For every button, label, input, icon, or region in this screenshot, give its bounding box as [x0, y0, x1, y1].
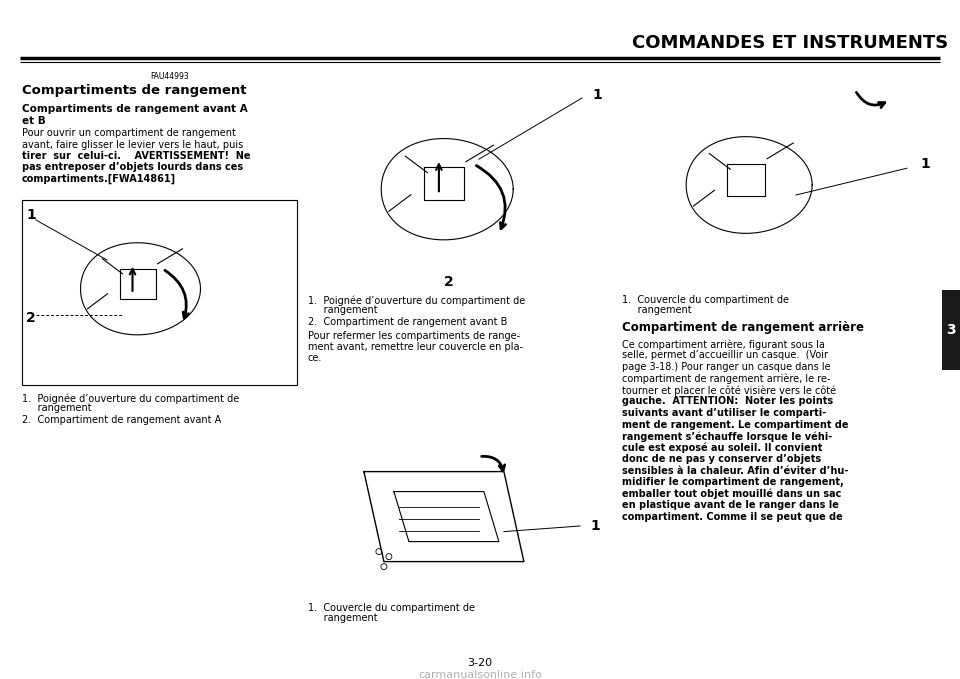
- Text: Compartiments de rangement avant A: Compartiments de rangement avant A: [22, 104, 248, 114]
- Text: 3-20: 3-20: [468, 658, 492, 668]
- Text: tirer  sur  celui-ci.    AVERTISSEMENT!  Ne: tirer sur celui-ci. AVERTISSEMENT! Ne: [22, 151, 251, 161]
- Bar: [308, 418, 610, 598]
- Bar: [22, 200, 297, 385]
- Text: rangement s’échauffe lorsque le véhi-: rangement s’échauffe lorsque le véhi-: [622, 431, 832, 441]
- Text: suivants avant d’utiliser le comparti-: suivants avant d’utiliser le comparti-: [622, 408, 827, 418]
- Text: rangement: rangement: [308, 613, 377, 623]
- Text: compartiments.[FWA14861]: compartiments.[FWA14861]: [22, 174, 176, 184]
- Text: rangement: rangement: [22, 403, 91, 413]
- FancyBboxPatch shape: [942, 290, 960, 370]
- Text: sensibles à la chaleur. Afin d’éviter d’hu-: sensibles à la chaleur. Afin d’éviter d’…: [622, 466, 849, 475]
- Text: 1.  Poignée d’ouverture du compartiment de: 1. Poignée d’ouverture du compartiment d…: [308, 295, 525, 306]
- Text: ment avant, remettre leur couvercle en pla-: ment avant, remettre leur couvercle en p…: [308, 342, 523, 352]
- Text: 1.  Couvercle du compartiment de: 1. Couvercle du compartiment de: [622, 295, 789, 305]
- Text: COMMANDES ET INSTRUMENTS: COMMANDES ET INSTRUMENTS: [632, 34, 948, 52]
- Text: FAU44993: FAU44993: [151, 72, 189, 81]
- Text: Compartiments de rangement: Compartiments de rangement: [22, 84, 247, 97]
- Text: 1: 1: [920, 157, 929, 171]
- Text: Pour ouvrir un compartiment de rangement: Pour ouvrir un compartiment de rangement: [22, 128, 236, 138]
- Text: compartiment de rangement arrière, le re-: compartiment de rangement arrière, le re…: [622, 373, 830, 384]
- Text: 2: 2: [444, 275, 454, 289]
- Text: compartiment. Comme il se peut que de: compartiment. Comme il se peut que de: [622, 511, 843, 521]
- Text: 2.  Compartiment de rangement avant B: 2. Compartiment de rangement avant B: [308, 317, 508, 327]
- Text: ment de rangement. Le compartiment de: ment de rangement. Le compartiment de: [622, 420, 849, 430]
- Bar: [620, 80, 935, 290]
- Text: selle, permet d’accueillir un casque.  (Voir: selle, permet d’accueillir un casque. (V…: [622, 350, 828, 361]
- Text: 1.  Poignée d’ouverture du compartiment de: 1. Poignée d’ouverture du compartiment d…: [22, 393, 239, 403]
- Text: tourner et placer le côté visière vers le côté: tourner et placer le côté visière vers l…: [622, 385, 836, 395]
- Text: et B: et B: [22, 116, 46, 126]
- Text: pas entreposer d’objets lourds dans ces: pas entreposer d’objets lourds dans ces: [22, 162, 243, 172]
- Text: Pour refermer les compartiments de range-: Pour refermer les compartiments de range…: [308, 331, 520, 341]
- Bar: [308, 80, 610, 290]
- Text: 2: 2: [26, 311, 36, 325]
- Text: en plastique avant de le ranger dans le: en plastique avant de le ranger dans le: [622, 500, 839, 510]
- Text: ce.: ce.: [308, 353, 323, 363]
- Text: Compartiment de rangement arrière: Compartiment de rangement arrière: [622, 321, 864, 334]
- Text: Ce compartiment arrière, figurant sous la: Ce compartiment arrière, figurant sous l…: [622, 339, 825, 350]
- Text: avant, faire glisser le levier vers le haut, puis: avant, faire glisser le levier vers le h…: [22, 139, 243, 149]
- Text: page 3-18.) Pour ranger un casque dans le: page 3-18.) Pour ranger un casque dans l…: [622, 362, 830, 372]
- Text: 1: 1: [590, 519, 600, 533]
- Text: donc de ne pas y conserver d’objets: donc de ne pas y conserver d’objets: [622, 454, 821, 464]
- Text: cule est exposé au soleil. Il convient: cule est exposé au soleil. Il convient: [622, 443, 823, 453]
- Text: emballer tout objet mouillé dans un sac: emballer tout objet mouillé dans un sac: [622, 488, 841, 499]
- Text: 1: 1: [26, 208, 36, 222]
- Text: carmanualsonline.info: carmanualsonline.info: [418, 670, 542, 679]
- Text: gauche.  ATTENTION:  Noter les points: gauche. ATTENTION: Noter les points: [622, 397, 833, 407]
- Text: 2.  Compartiment de rangement avant A: 2. Compartiment de rangement avant A: [22, 415, 221, 425]
- Text: 3: 3: [947, 323, 956, 337]
- Text: 1.  Couvercle du compartiment de: 1. Couvercle du compartiment de: [308, 603, 475, 613]
- Text: rangement: rangement: [622, 305, 691, 315]
- Text: rangement: rangement: [308, 305, 377, 315]
- Text: midifier le compartiment de rangement,: midifier le compartiment de rangement,: [622, 477, 844, 487]
- Text: 1: 1: [592, 88, 602, 102]
